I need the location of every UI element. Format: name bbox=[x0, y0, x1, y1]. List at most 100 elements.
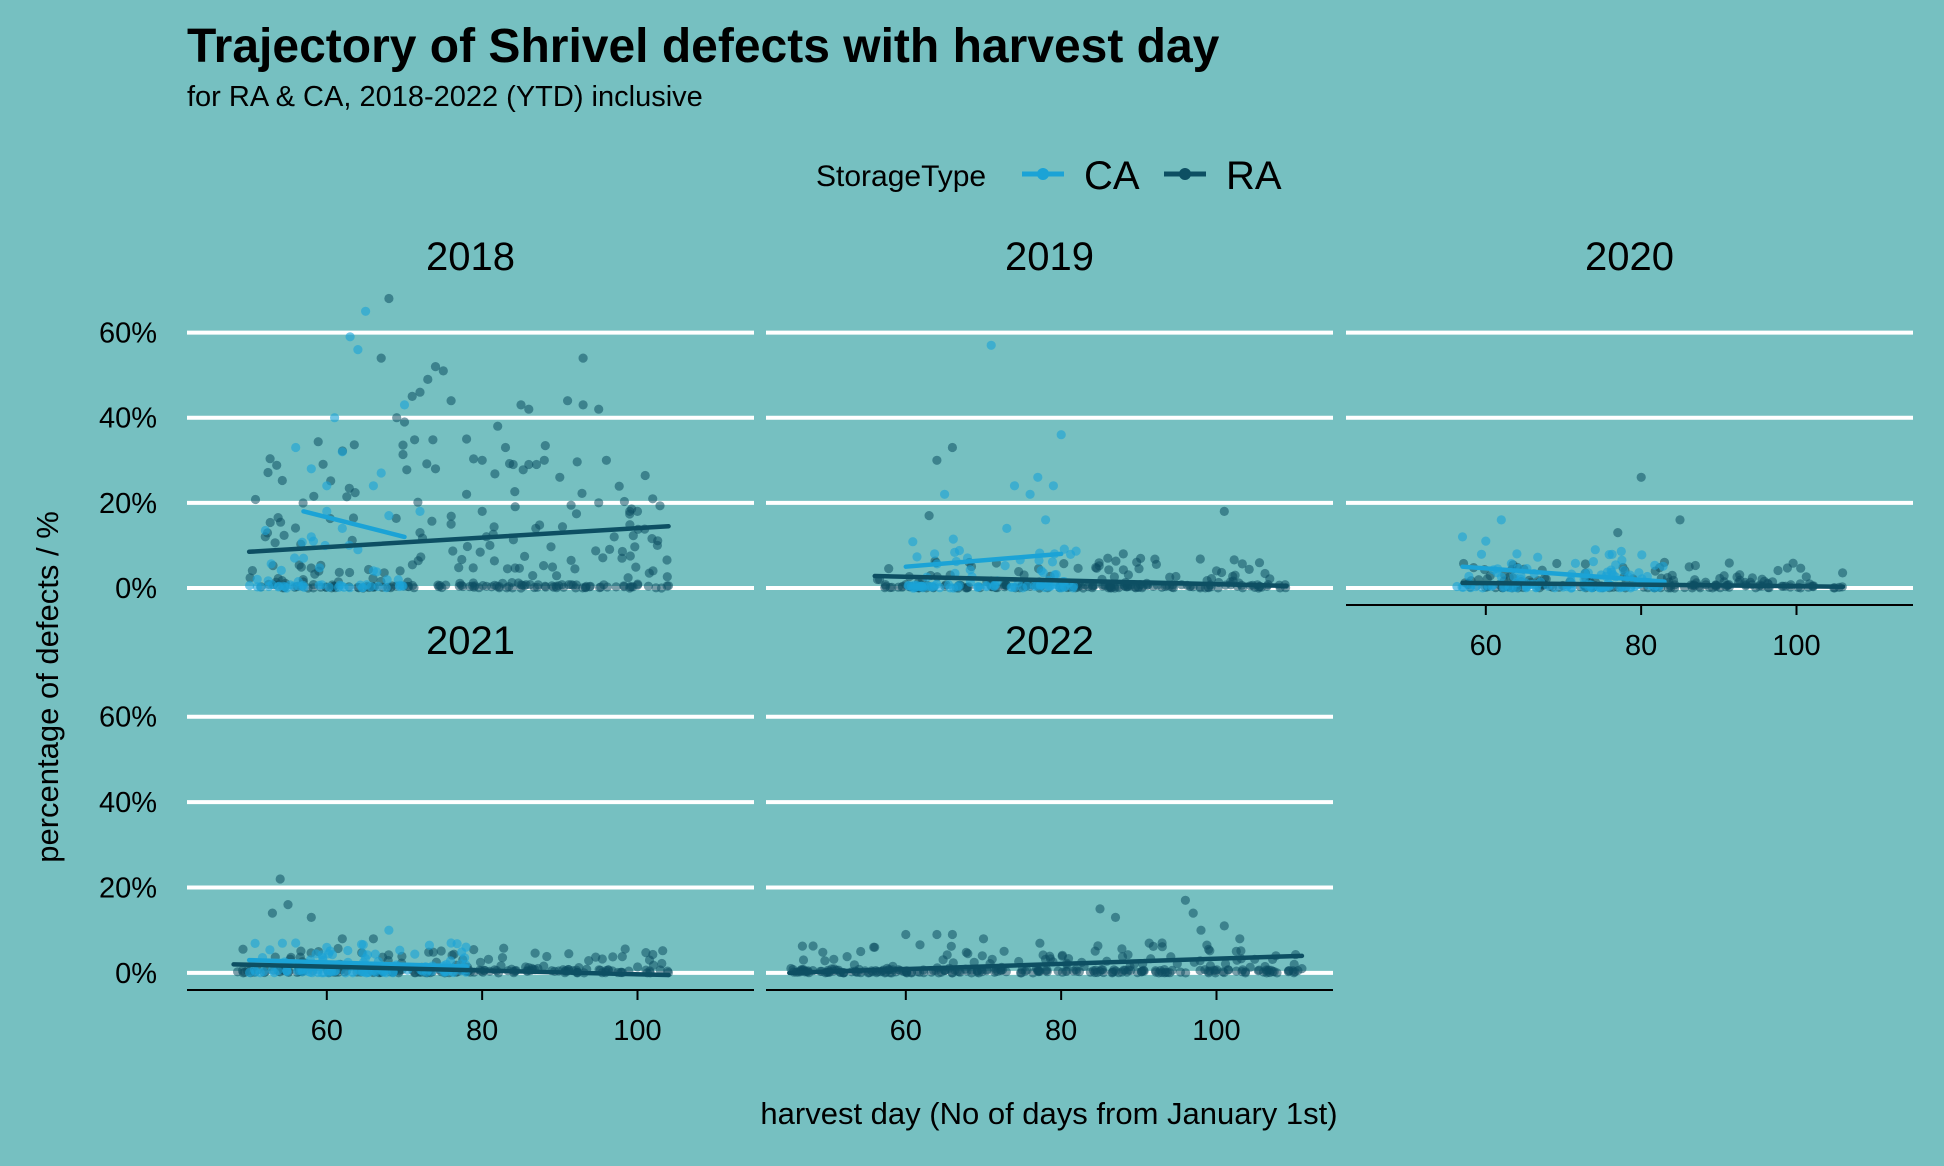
y-axis-title: percentage of defects / % bbox=[30, 511, 65, 863]
point-ra bbox=[528, 571, 538, 581]
point-ra bbox=[572, 457, 582, 467]
point-ra bbox=[884, 564, 894, 574]
point-ra bbox=[481, 581, 491, 591]
point-ca bbox=[311, 949, 321, 959]
point-ra bbox=[510, 487, 520, 497]
x-tick-label: 80 bbox=[1625, 630, 1657, 662]
point-ra bbox=[1103, 553, 1113, 563]
point-ra bbox=[547, 562, 558, 572]
point-ra bbox=[1724, 558, 1734, 568]
point-ra bbox=[1038, 950, 1048, 960]
point-ra bbox=[662, 555, 672, 565]
point-ra bbox=[489, 522, 499, 532]
point-ca bbox=[1496, 572, 1507, 582]
point-ra bbox=[379, 568, 389, 578]
x-tick-label: 60 bbox=[1470, 630, 1502, 662]
point-ca bbox=[981, 581, 992, 591]
point-ra bbox=[267, 908, 277, 918]
point-ra bbox=[279, 530, 289, 541]
point-ca bbox=[1056, 430, 1066, 440]
point-ra bbox=[333, 943, 343, 954]
point-ra bbox=[500, 442, 511, 453]
point-ra bbox=[655, 501, 665, 511]
point-ra bbox=[510, 502, 520, 512]
point-ra bbox=[658, 946, 668, 956]
point-ra bbox=[584, 956, 594, 966]
point-ra bbox=[1150, 966, 1161, 976]
point-ra bbox=[648, 566, 658, 576]
point-ca bbox=[399, 400, 410, 410]
point-ca bbox=[1041, 515, 1051, 525]
y-tick-label: 20% bbox=[99, 873, 157, 905]
point-ra bbox=[641, 948, 651, 958]
point-ra bbox=[566, 500, 576, 510]
point-ra bbox=[1747, 573, 1757, 583]
point-ra bbox=[402, 465, 412, 475]
y-tick-label: 0% bbox=[115, 958, 157, 990]
point-ra bbox=[415, 528, 425, 538]
point-ca bbox=[252, 582, 262, 592]
point-ra bbox=[520, 551, 530, 562]
point-ra bbox=[283, 900, 293, 910]
point-ra bbox=[272, 460, 282, 470]
point-ra bbox=[265, 517, 275, 528]
point-ra bbox=[1093, 941, 1103, 951]
point-ca bbox=[299, 582, 309, 593]
point-ra bbox=[493, 421, 503, 431]
point-ra bbox=[448, 546, 458, 556]
point-ca bbox=[930, 549, 940, 559]
point-ca bbox=[251, 967, 261, 977]
chart-subtitle: for RA & CA, 2018-2022 (YTD) inclusive bbox=[187, 81, 703, 113]
point-ra bbox=[608, 952, 618, 962]
facet-label-2019: 2019 bbox=[1005, 235, 1094, 279]
point-ca bbox=[252, 574, 262, 584]
point-ra bbox=[531, 523, 541, 534]
point-ca bbox=[381, 583, 391, 593]
point-ra bbox=[1016, 968, 1026, 978]
chart-title: Trajectory of Shrivel defects with harve… bbox=[187, 20, 1220, 73]
point-ra bbox=[1218, 967, 1228, 977]
point-ca bbox=[395, 945, 405, 955]
point-ca bbox=[1002, 523, 1012, 534]
point-ra bbox=[250, 494, 261, 505]
point-ca bbox=[1619, 565, 1629, 576]
point-ca bbox=[290, 553, 300, 563]
point-ra bbox=[932, 929, 942, 940]
trend-line-ca bbox=[301, 509, 407, 540]
point-ca bbox=[1038, 568, 1048, 578]
point-ra bbox=[457, 554, 467, 565]
point-ra bbox=[1244, 564, 1254, 575]
point-ra bbox=[427, 516, 437, 526]
point-ra bbox=[591, 952, 601, 962]
point-ra bbox=[1035, 938, 1045, 948]
point-ra bbox=[539, 561, 549, 571]
point-ra bbox=[578, 400, 588, 410]
point-ra bbox=[531, 459, 542, 470]
point-ra bbox=[1196, 925, 1206, 935]
point-ra bbox=[648, 494, 658, 504]
point-ca bbox=[353, 345, 363, 355]
point-ra bbox=[617, 952, 627, 962]
point-ca bbox=[948, 534, 958, 544]
point-ra bbox=[585, 581, 596, 591]
point-ra bbox=[1265, 574, 1275, 584]
point-ra bbox=[238, 944, 248, 954]
point-ra bbox=[1061, 966, 1071, 977]
point-ca bbox=[382, 575, 392, 585]
point-ra bbox=[605, 544, 615, 555]
point-ra bbox=[655, 965, 665, 975]
point-ra bbox=[398, 440, 408, 450]
point-ra bbox=[623, 573, 633, 583]
point-ca bbox=[273, 582, 283, 592]
point-ra bbox=[485, 540, 495, 551]
point-ra bbox=[1229, 555, 1239, 565]
point-ra bbox=[901, 929, 911, 940]
point-ra bbox=[1231, 966, 1241, 976]
facet-panels: 2018 0% 20% 40% 60% 2019 2020 60 80 100 2021 0% 20% 4… bbox=[99, 235, 1913, 1047]
facet-label-2020: 2020 bbox=[1585, 235, 1674, 279]
point-ra bbox=[625, 551, 635, 561]
point-ca bbox=[1033, 472, 1043, 482]
point-ca bbox=[322, 942, 332, 952]
point-ca bbox=[1588, 557, 1598, 567]
